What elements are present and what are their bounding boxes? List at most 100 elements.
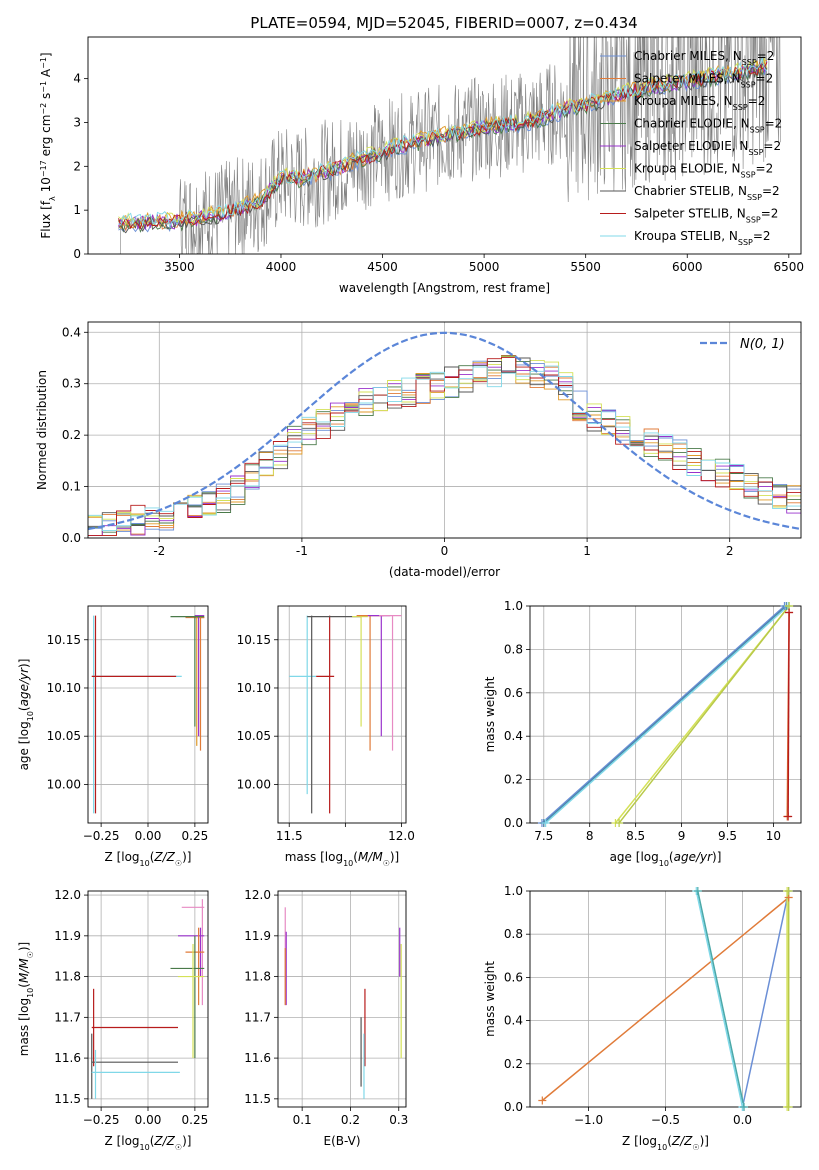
label-part: Z [ bbox=[105, 1134, 122, 1148]
y-tick-label: 1.0 bbox=[504, 599, 523, 613]
x-tick-label: 1 bbox=[583, 544, 591, 558]
label-part: log bbox=[639, 1134, 657, 1148]
panel-mass-vs-Z: −0.25 0.00 0.25 11.5 11.6 11.7 11.8 11.9 12.0 Z [… bbox=[17, 888, 209, 1152]
x-axis-label: wavelength [Angstrom, rest frame] bbox=[339, 281, 550, 295]
residual-histogram bbox=[88, 356, 801, 520]
label-part: 10 bbox=[140, 1143, 150, 1152]
y-tick-label: 2 bbox=[73, 159, 81, 173]
x-tick-label: 0 bbox=[441, 544, 449, 558]
label-part: ( bbox=[353, 850, 358, 864]
plot-area bbox=[289, 615, 402, 814]
label-part: )] bbox=[712, 850, 721, 864]
x-tick-label: −0.25 bbox=[83, 1113, 120, 1127]
legend-label: Salpeter ELODIE, NSSP=2 bbox=[634, 139, 781, 157]
legend-label: Kroupa STELIB, NSSP=2 bbox=[634, 229, 771, 247]
legend-label: Chabrier ELODIE, NSSP=2 bbox=[634, 117, 782, 135]
label-part: ☉ bbox=[175, 1143, 182, 1152]
x-axis-label: Z [log10(Z/Z☉)] bbox=[105, 850, 192, 868]
y-tick-label: 11.6 bbox=[54, 1051, 81, 1065]
legend-text: =2 bbox=[757, 49, 775, 63]
label-part: Flux [f bbox=[39, 200, 53, 238]
y-axis-label: Flux [fλ 10−17 erg cm−2 s−1 A−1] bbox=[39, 52, 57, 238]
y-tick-label: 11.5 bbox=[54, 1092, 81, 1106]
plot-area bbox=[284, 907, 402, 1099]
label-part: log bbox=[325, 850, 343, 864]
legend-sub: SSP bbox=[748, 148, 763, 157]
label-part: −1 bbox=[39, 57, 48, 69]
y-tick-label: 0.8 bbox=[504, 927, 523, 941]
y-tick-label: 0.0 bbox=[62, 531, 81, 545]
x-tick-label: 8.5 bbox=[626, 829, 645, 843]
y-tick-label: 10.05 bbox=[237, 729, 271, 743]
legend-text: Kroupa STELIB, N bbox=[634, 229, 738, 243]
label-part: 10 bbox=[659, 859, 669, 868]
y-tick-label: 10.15 bbox=[237, 633, 271, 647]
y-axis-label: age [log10(age/yr)] bbox=[17, 659, 35, 771]
x-axis-label: (data-model)/error bbox=[389, 565, 500, 579]
plus-marker bbox=[615, 819, 624, 827]
y-tick-label: 0.6 bbox=[504, 970, 523, 984]
mass-weight-line bbox=[543, 606, 787, 823]
y-tick-label: 0.4 bbox=[504, 1014, 523, 1028]
axes-frame bbox=[277, 605, 407, 824]
y-axis-label: mass [log10(M/M☉)] bbox=[17, 942, 35, 1057]
legend-text: =2 bbox=[765, 117, 783, 131]
label-part: ( bbox=[150, 850, 155, 864]
legend-text: Chabrier MILES, N bbox=[634, 49, 742, 63]
legend-label: Kroupa ELODIE, NSSP=2 bbox=[634, 162, 773, 180]
x-tick-label: 0.3 bbox=[389, 1113, 408, 1127]
y-tick-label: 1 bbox=[73, 203, 81, 217]
axes-frame bbox=[87, 321, 802, 539]
legend-sub: SSP bbox=[747, 193, 762, 202]
y-tick-label: 0.4 bbox=[504, 729, 523, 743]
label-part: 10 bbox=[657, 1143, 667, 1152]
x-tick-label: −1.0 bbox=[574, 1113, 603, 1127]
spectrum-model-line bbox=[118, 56, 768, 228]
x-tick-label: 9 bbox=[678, 829, 686, 843]
legend-sub: SSP bbox=[733, 103, 748, 112]
axes-frame bbox=[529, 605, 802, 824]
x-axis-label: age [log10(age/yr)] bbox=[610, 850, 722, 868]
label-part: 10 bbox=[26, 711, 35, 721]
label-part: log bbox=[17, 721, 31, 739]
axes-frame bbox=[87, 605, 209, 824]
plus-marker bbox=[785, 608, 794, 617]
y-axis-label: mass weight bbox=[483, 961, 497, 1037]
label-part: age [ bbox=[17, 740, 31, 771]
plus-marker bbox=[784, 812, 793, 821]
label-part: mass weight bbox=[483, 676, 497, 752]
x-tick-label: 6000 bbox=[672, 260, 703, 274]
y-tick-label: 11.9 bbox=[54, 929, 81, 943]
plus-marker bbox=[784, 1103, 793, 1111]
y-tick-label: 10.00 bbox=[237, 777, 271, 791]
label-part: erg cm bbox=[39, 115, 53, 161]
x-tick-label: 7.5 bbox=[534, 829, 553, 843]
y-tick-label: 3 bbox=[73, 115, 81, 129]
y-tick-label: 0.2 bbox=[504, 773, 523, 787]
plot-area bbox=[118, 37, 781, 254]
label-part: mass weight bbox=[483, 961, 497, 1037]
axes-frame bbox=[87, 36, 802, 255]
label-part: log bbox=[121, 850, 139, 864]
legend-sub: SSP bbox=[738, 238, 753, 247]
label-part: )] bbox=[17, 659, 31, 668]
legend-sub: SSP bbox=[746, 215, 761, 224]
label-part: ( bbox=[17, 983, 31, 988]
y-tick-label: 0.4 bbox=[62, 325, 81, 339]
y-tick-label: 10.00 bbox=[47, 777, 81, 791]
y-tick-label: 0 bbox=[73, 247, 81, 261]
label-part: ☉ bbox=[26, 951, 35, 958]
x-tick-label: 12.0 bbox=[388, 829, 415, 843]
y-tick-label: 0.0 bbox=[504, 816, 523, 830]
y-tick-label: 0.0 bbox=[504, 1100, 523, 1114]
label-part: )] bbox=[700, 1134, 709, 1148]
label-part: 10 bbox=[39, 177, 53, 196]
mass-weight-line bbox=[618, 606, 790, 823]
legend-text: =2 bbox=[761, 207, 779, 221]
plus-marker bbox=[784, 887, 793, 895]
x-axis-label: E(B-V) bbox=[323, 1134, 360, 1148]
plus-marker bbox=[693, 887, 702, 895]
x-tick-label: 11.5 bbox=[276, 829, 303, 843]
label-part: age/yr bbox=[674, 850, 713, 864]
mass-weight-line bbox=[787, 612, 790, 817]
